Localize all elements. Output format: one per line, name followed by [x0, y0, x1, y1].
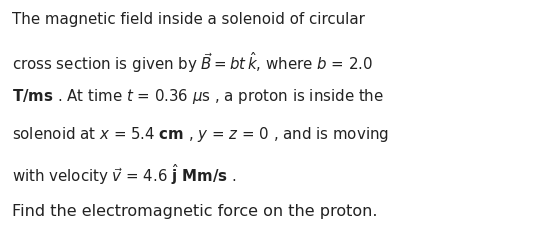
Text: cross section is given by $\vec{B} = bt\,\hat{k}$, where $b$ = 2.0: cross section is given by $\vec{B} = bt\… [12, 50, 374, 75]
Text: Find the electromagnetic force on the proton.: Find the electromagnetic force on the pr… [12, 204, 377, 219]
Text: $\mathbf{T/ms}$ . At time $t$ = 0.36 $\mu$s , a proton is inside the: $\mathbf{T/ms}$ . At time $t$ = 0.36 $\m… [12, 87, 384, 106]
Text: The magnetic field inside a solenoid of circular: The magnetic field inside a solenoid of … [12, 12, 365, 27]
Text: with velocity $\vec{v}$ = 4.6 $\hat{\mathbf{j}}$ $\mathbf{Mm/s}$ .: with velocity $\vec{v}$ = 4.6 $\hat{\mat… [12, 162, 236, 187]
Text: solenoid at $x$ = 5.4 $\mathbf{cm}$ , $y$ = $z$ = 0 , and is moving: solenoid at $x$ = 5.4 $\mathbf{cm}$ , $y… [12, 125, 389, 144]
